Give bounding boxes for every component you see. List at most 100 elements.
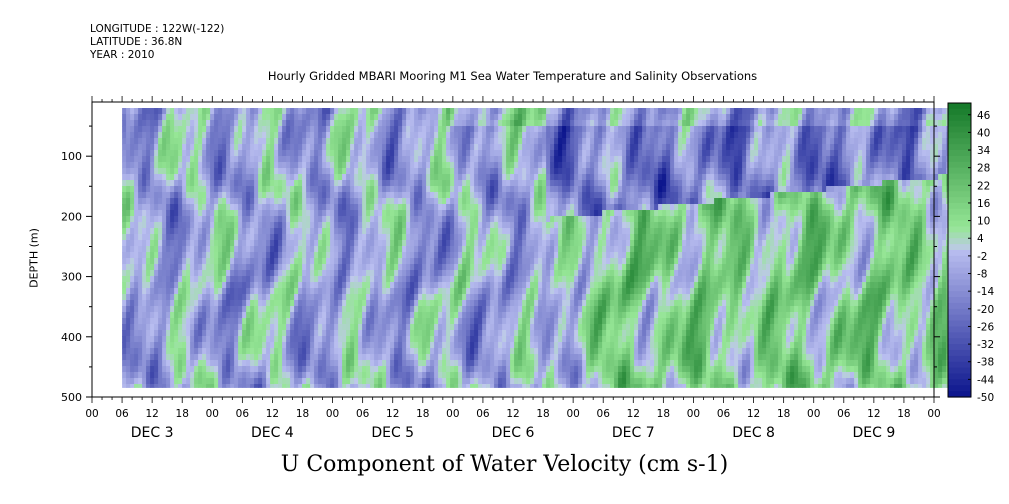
heatmap-cell [454,192,459,199]
heatmap-cell [246,168,251,175]
heatmap-cell [414,156,419,163]
heatmap-cell [158,324,163,331]
heatmap-cell [394,174,399,181]
heatmap-cell [542,264,547,271]
heatmap-cell [126,282,131,289]
heatmap-cell [326,168,331,175]
heatmap-cell [318,288,323,295]
heatmap-cell [294,180,299,187]
heatmap-cell [258,132,263,139]
heatmap-cell [162,120,167,127]
heatmap-cell [214,162,219,169]
heatmap-cell [498,264,503,271]
heatmap-cell [278,384,283,388]
heatmap-cell [502,252,507,259]
heatmap-cell [386,372,391,379]
heatmap-cell [390,282,395,289]
heatmap-cell [342,294,347,301]
heatmap-cell [206,168,211,175]
heatmap-cell [206,234,211,241]
heatmap-cell [134,162,139,169]
heatmap-cell [438,312,443,319]
heatmap-cell [250,270,255,277]
heatmap-cell [234,150,239,157]
heatmap-cell [394,318,399,325]
heatmap-cell [298,294,303,301]
heatmap-cell [138,210,143,217]
heatmap-cell [414,174,419,181]
heatmap-cell [138,126,143,133]
heatmap-cell [346,174,351,181]
heatmap-cell [494,360,499,367]
heatmap-cell [342,312,347,319]
heatmap-cell [258,240,263,247]
chart-title: Hourly Gridded MBARI Mooring M1 Sea Wate… [267,69,758,83]
heatmap-cell [378,372,383,379]
heatmap-cell [198,372,203,379]
heatmap-cell [130,372,135,379]
heatmap-cell [198,108,203,115]
heatmap-cell [378,108,383,115]
heatmap-cell [214,192,219,199]
heatmap-cell [466,366,471,373]
heatmap-cell [442,366,447,373]
heatmap-cell [318,138,323,145]
heatmap-cell [322,120,327,127]
heatmap-cell [294,276,299,283]
heatmap-cell [142,150,147,157]
heatmap-cell [490,372,495,379]
heatmap-cell [394,204,399,211]
heatmap-cell [142,132,147,139]
heatmap-cell [194,252,199,259]
heatmap-cell [430,126,435,133]
heatmap-cell [358,282,363,289]
heatmap-cell [166,288,171,295]
heatmap-cell [250,342,255,349]
heatmap-cell [522,282,527,289]
heatmap-cell [366,240,371,247]
heatmap-cell [458,192,463,199]
heatmap-cell [258,306,263,313]
heatmap-cell [486,270,491,277]
heatmap-cell [526,318,531,325]
heatmap-cell [174,378,179,385]
heatmap-cell [126,156,131,163]
heatmap-cell [234,276,239,283]
heatmap-cell [234,384,239,388]
heatmap-cell [490,318,495,325]
heatmap-cell [230,228,235,235]
heatmap-cell [418,372,423,379]
heatmap-cell [274,294,279,301]
heatmap-cell [278,108,283,115]
heatmap-cell [466,162,471,169]
heatmap-cell [126,132,131,139]
heatmap-cell [466,222,471,229]
heatmap-cell [190,336,195,343]
heatmap-cell [502,210,507,217]
heatmap-cell [210,294,215,301]
heatmap-cell [370,234,375,241]
heatmap-cell [262,204,267,211]
heatmap-cell [234,210,239,217]
heatmap-cell [458,294,463,301]
heatmap-cell [470,246,475,253]
year-text: YEAR : 2010 [90,49,155,61]
heatmap-cell [374,192,379,199]
heatmap-cell [478,336,483,343]
heatmap-cell [150,150,155,157]
heatmap-cell [530,276,535,283]
heatmap-cell [486,126,491,133]
heatmap-cell [346,300,351,307]
heatmap-cell [166,168,171,175]
heatmap-cell [514,282,519,289]
heatmap-cell [166,126,171,133]
heatmap-cell [250,372,255,379]
heatmap-cell [206,306,211,313]
heatmap-cell [274,378,279,385]
heatmap-cell [346,288,351,295]
heatmap-cell [494,216,499,223]
heatmap-cell [146,384,151,388]
heatmap-cell [398,150,403,157]
heatmap-cell [206,366,211,373]
heatmap-cell [538,306,543,313]
